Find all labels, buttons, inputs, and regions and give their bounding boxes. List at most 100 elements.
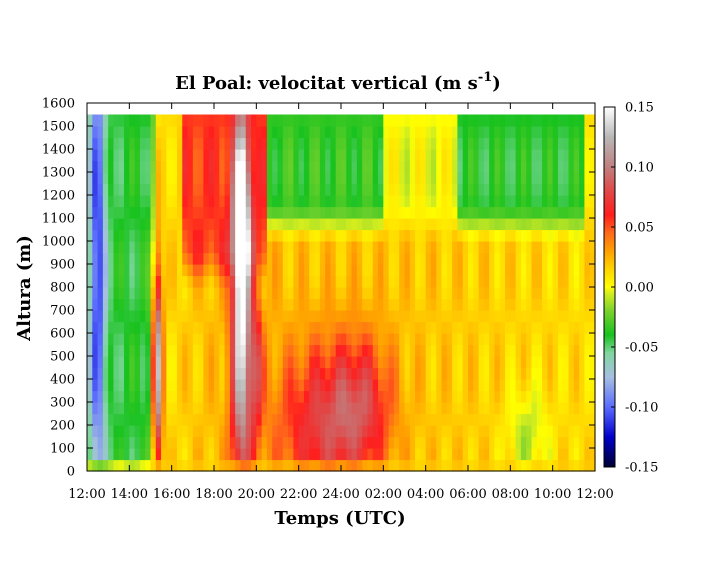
heatmap-cell bbox=[494, 172, 501, 185]
heatmap-cell bbox=[563, 287, 570, 300]
heatmap-cell bbox=[256, 367, 263, 380]
heatmap-cell bbox=[309, 413, 316, 426]
heatmap-cell bbox=[335, 287, 342, 300]
heatmap-cell bbox=[515, 264, 522, 277]
heatmap-cell bbox=[563, 126, 570, 139]
heatmap-cell bbox=[452, 275, 459, 288]
heatmap-cell bbox=[356, 448, 363, 461]
heatmap-cell bbox=[150, 344, 157, 357]
heatmap-cell bbox=[192, 459, 199, 472]
heatmap-cell bbox=[108, 459, 115, 472]
y-tick-label: 800 bbox=[50, 281, 75, 296]
heatmap-cell bbox=[404, 425, 411, 438]
heatmap-cell bbox=[198, 195, 205, 208]
heatmap-cell bbox=[240, 344, 247, 357]
x-tick-label: 10:00 bbox=[534, 487, 571, 502]
heatmap-cell bbox=[356, 183, 363, 196]
heatmap-cell bbox=[150, 264, 157, 277]
heatmap-cell bbox=[102, 252, 109, 265]
heatmap-cell bbox=[399, 287, 406, 300]
heatmap-cell bbox=[356, 126, 363, 139]
heatmap-cell bbox=[478, 310, 485, 323]
chart-title-main: El Poal: velocitat vertical (m s bbox=[175, 73, 478, 94]
heatmap-cell bbox=[303, 436, 310, 449]
heatmap-cell bbox=[335, 264, 342, 277]
heatmap-cell bbox=[208, 379, 215, 392]
heatmap-cell bbox=[214, 218, 220, 231]
heatmap-cell bbox=[293, 172, 300, 185]
heatmap-cell bbox=[378, 160, 384, 173]
heatmap-cell bbox=[552, 436, 559, 449]
heatmap-cell bbox=[457, 172, 464, 185]
heatmap-cell bbox=[219, 172, 226, 185]
heatmap-cell bbox=[573, 402, 580, 415]
heatmap-cell bbox=[266, 195, 273, 208]
heatmap-cell bbox=[362, 264, 369, 277]
heatmap-cell bbox=[430, 298, 437, 311]
heatmap-cell bbox=[256, 218, 263, 231]
heatmap-cell bbox=[319, 160, 326, 173]
heatmap-cell bbox=[330, 137, 337, 150]
heatmap-cell bbox=[404, 402, 411, 415]
heatmap-cell bbox=[478, 172, 485, 185]
heatmap-cell bbox=[547, 241, 554, 254]
heatmap-cell bbox=[383, 321, 390, 334]
heatmap-cell bbox=[208, 402, 215, 415]
heatmap-cell bbox=[309, 344, 316, 357]
heatmap-cell bbox=[303, 310, 310, 323]
heatmap-cell bbox=[415, 321, 421, 334]
heatmap-cell bbox=[102, 298, 109, 311]
heatmap-cell bbox=[563, 379, 570, 392]
heatmap-cell bbox=[145, 298, 152, 311]
heatmap-cell bbox=[436, 275, 443, 288]
heatmap-cell bbox=[288, 390, 294, 403]
heatmap-cell bbox=[256, 137, 263, 150]
heatmap-cell bbox=[166, 126, 173, 139]
heatmap-cell bbox=[314, 344, 321, 357]
heatmap-cell bbox=[87, 344, 93, 357]
heatmap-cell bbox=[536, 310, 543, 323]
heatmap-cell bbox=[298, 436, 305, 449]
heatmap-cell bbox=[510, 114, 517, 127]
heatmap-cell bbox=[515, 448, 522, 461]
heatmap-cell bbox=[108, 183, 115, 196]
heatmap-cell bbox=[452, 126, 459, 139]
heatmap-cell bbox=[145, 436, 152, 449]
heatmap-cell bbox=[118, 264, 125, 277]
heatmap-cell bbox=[462, 367, 469, 380]
heatmap-cell bbox=[584, 321, 591, 334]
heatmap-cell bbox=[176, 183, 183, 196]
heatmap-cell bbox=[335, 229, 342, 242]
heatmap-cell bbox=[134, 333, 141, 346]
heatmap-cell bbox=[282, 114, 289, 127]
heatmap-cell bbox=[584, 172, 591, 185]
heatmap-cell bbox=[573, 436, 580, 449]
heatmap-cell bbox=[557, 344, 564, 357]
heatmap-cell bbox=[489, 275, 496, 288]
heatmap-cell bbox=[446, 264, 453, 277]
heatmap-cell bbox=[568, 114, 575, 127]
heatmap-cell bbox=[388, 459, 395, 472]
heatmap-cell bbox=[346, 195, 353, 208]
heatmap-cell bbox=[557, 252, 564, 265]
heatmap-cell bbox=[161, 287, 167, 300]
heatmap-cell bbox=[362, 229, 369, 242]
heatmap-cell bbox=[208, 413, 215, 426]
heatmap-cell bbox=[256, 436, 263, 449]
heatmap-cell bbox=[393, 160, 400, 173]
heatmap-cell bbox=[446, 114, 453, 127]
heatmap-cell bbox=[378, 344, 384, 357]
heatmap-cell bbox=[92, 160, 99, 173]
heatmap-cell bbox=[346, 287, 353, 300]
heatmap-cell bbox=[399, 149, 406, 162]
heatmap-cell bbox=[584, 206, 591, 219]
x-tick-label: 06:00 bbox=[449, 487, 486, 502]
heatmap-cell bbox=[166, 356, 173, 369]
heatmap-cell bbox=[124, 218, 130, 231]
heatmap-cell bbox=[261, 218, 268, 231]
heatmap-cell bbox=[436, 459, 443, 472]
colorbar-tick-label: -0.15 bbox=[625, 461, 658, 476]
heatmap-cell bbox=[150, 149, 157, 162]
x-axis-label: Temps (UTC) bbox=[274, 508, 405, 529]
heatmap-cell bbox=[557, 298, 564, 311]
